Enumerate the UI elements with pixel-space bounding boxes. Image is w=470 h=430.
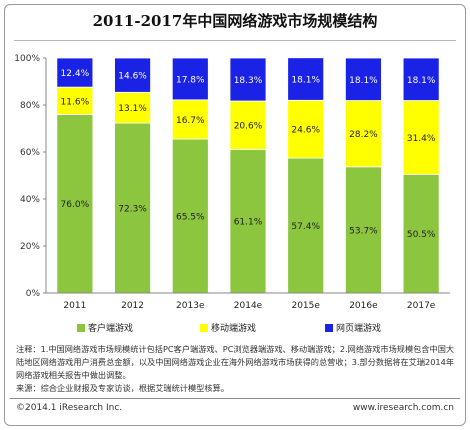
data-label: 17.8% <box>176 75 205 85</box>
bar-segment-mobile <box>402 100 440 175</box>
bar-segment-web <box>402 57 440 101</box>
data-label: 53.7% <box>349 226 378 236</box>
y-tick-label: 80% <box>20 101 40 111</box>
bar-segment-client <box>287 157 325 294</box>
data-label: 76.0% <box>61 200 90 210</box>
y-tick-label: 20% <box>20 242 40 252</box>
legend-item: 客户端游戏 <box>77 321 133 334</box>
footer-website: www.iresearch.com.cn <box>352 403 454 413</box>
legend-label: 网页端游戏 <box>336 324 382 334</box>
data-label: 61.1% <box>234 218 263 228</box>
bars-group: 76.0% 11.6% 12.4% 72.3% 13.1% 14.6% 65.5% 16.7%… <box>56 57 440 294</box>
x-tick-label: 2011 <box>63 301 86 311</box>
bar-segment-client <box>171 138 209 294</box>
bar-segment-mobile <box>56 86 94 115</box>
bar-segment-web <box>229 57 267 102</box>
data-label: 18.1% <box>349 76 378 86</box>
title-divider <box>14 40 456 41</box>
bar-segment-mobile <box>345 100 382 168</box>
bar-segment-client <box>345 166 382 294</box>
bar-segment-web <box>345 57 382 101</box>
data-label: 28.2% <box>349 130 378 140</box>
data-label: 50.5% <box>407 230 436 240</box>
y-tick-label: 100% <box>14 54 40 64</box>
x-tick-label: 2013e <box>176 301 205 311</box>
legend-swatch <box>77 323 85 332</box>
bar-segment-web <box>56 57 94 88</box>
data-label: 57.4% <box>291 222 320 232</box>
data-label: 14.6% <box>118 72 147 82</box>
data-label: 18.1% <box>407 76 436 86</box>
data-label: 24.6% <box>291 126 320 136</box>
x-axis: 2011 2012 2013e 2014e 2015e 2016e 2017e <box>46 292 450 311</box>
data-label: 16.7% <box>176 116 205 126</box>
data-label: 18.1% <box>291 76 320 86</box>
legend-item: 移动端游戏 <box>200 321 256 334</box>
note-annotation: 注释：1.中国网络游戏市场规模统计包括PC客户端游戏、PC浏览器端游戏、移动端游… <box>16 344 455 380</box>
legend: 客户端游戏 移动端游戏 网页端游戏 <box>0 321 470 335</box>
data-label: 72.3% <box>118 205 147 215</box>
legend-label: 客户端游戏 <box>88 324 134 334</box>
y-tick-label: 60% <box>20 148 40 158</box>
data-label: 18.3% <box>234 76 263 86</box>
legend-swatch <box>325 323 333 332</box>
chart-title: 2011-2017年中国网络游戏市场规模结构 <box>92 12 378 30</box>
legend-swatch <box>200 323 208 332</box>
bar-segment-mobile <box>229 100 267 150</box>
bar-segment-web <box>287 57 325 101</box>
legend-label: 移动端游戏 <box>211 324 257 334</box>
x-tick-label: 2015e <box>291 301 320 311</box>
notes: 注释：1.中国网络游戏市场规模统计包括PC客户端游戏、PC浏览器端游戏、移动端游… <box>16 343 456 395</box>
footer-divider <box>10 398 460 399</box>
x-tick-label: 2012 <box>121 301 144 311</box>
bar-segment-web <box>114 57 151 93</box>
x-tick-label: 2017e <box>407 301 436 311</box>
bar-segment-web <box>171 57 209 101</box>
y-tick-label: 40% <box>20 195 40 205</box>
data-label: 20.6% <box>234 122 263 132</box>
x-tick-label: 2014e <box>234 301 263 311</box>
data-label: 31.4% <box>407 134 436 144</box>
x-tick-label: 2016e <box>349 301 378 311</box>
data-label: 65.5% <box>176 213 205 223</box>
bar-segment-mobile <box>171 99 209 140</box>
bar-segment-mobile <box>287 99 325 159</box>
bar-segment-client <box>56 114 94 294</box>
data-label: 12.4% <box>61 69 90 79</box>
footer-copyright: ©2014.1 iResearch Inc. <box>16 403 123 413</box>
note-source: 来源：综合企业财报及专家访谈，根据艾瑞统计模型核算。 <box>16 383 229 393</box>
y-tick-label: 0% <box>26 289 41 299</box>
legend-item: 网页端游戏 <box>325 321 381 334</box>
data-label: 13.1% <box>118 104 147 114</box>
y-axis: 0% 20% 40% 60% 80% 100% <box>14 54 47 299</box>
data-label: 11.6% <box>61 97 90 107</box>
bar-segment-client <box>229 149 267 294</box>
